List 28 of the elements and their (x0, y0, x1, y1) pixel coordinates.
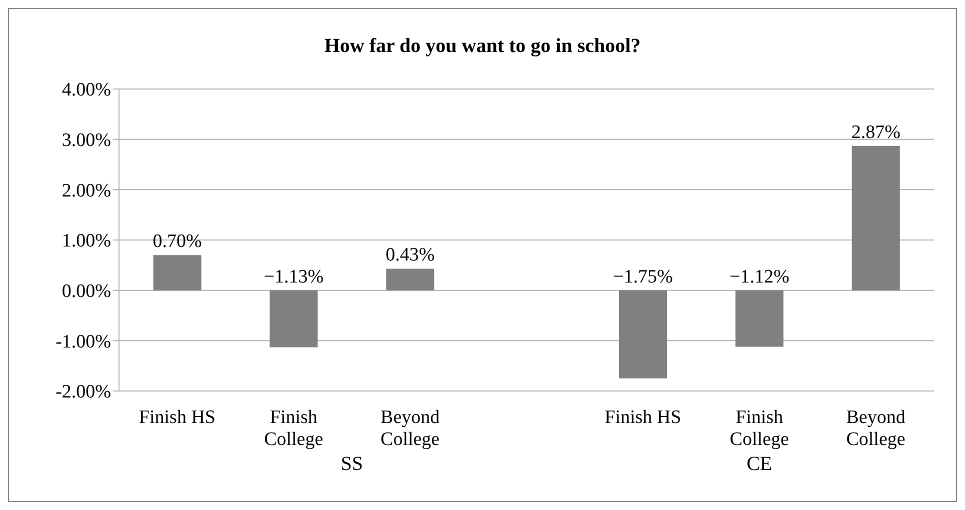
bar (270, 290, 318, 348)
data-label: −1.13% (264, 266, 324, 288)
text: SS (340, 453, 364, 476)
y-tick-label: 0.00% (62, 281, 112, 302)
y-tick-label: 3.00% (62, 130, 112, 152)
bar (852, 146, 900, 290)
data-label: 0.43% (386, 244, 435, 266)
data-label: −1.75% (613, 266, 674, 288)
text: CE (746, 453, 774, 476)
data-label: 2.87% (851, 122, 901, 143)
x-tick-label: Beyond College (846, 407, 906, 450)
y-tick-label: 4.00% (62, 80, 112, 101)
x-tick-label: Beyond College (380, 407, 440, 450)
x-tick-label: Finish College (730, 407, 789, 450)
y-tick-label: -2.00% (56, 382, 112, 403)
x-tick-label: Finish HS (604, 407, 682, 428)
bar (619, 290, 667, 378)
y-tick-label: 2.00% (62, 180, 112, 202)
data-label: −1.12% (730, 266, 790, 288)
bar (153, 255, 202, 290)
y-tick-label: 1.00% (62, 230, 112, 252)
bar (735, 290, 784, 347)
chart-title: How far do you want to go in school? (323, 35, 642, 58)
x-tick-label: Finish College (264, 407, 324, 450)
bar (386, 268, 434, 290)
x-tick-label: Finish HS (138, 407, 216, 428)
y-tick-label: -1.00% (56, 331, 112, 352)
data-label: 0.70% (152, 231, 202, 252)
